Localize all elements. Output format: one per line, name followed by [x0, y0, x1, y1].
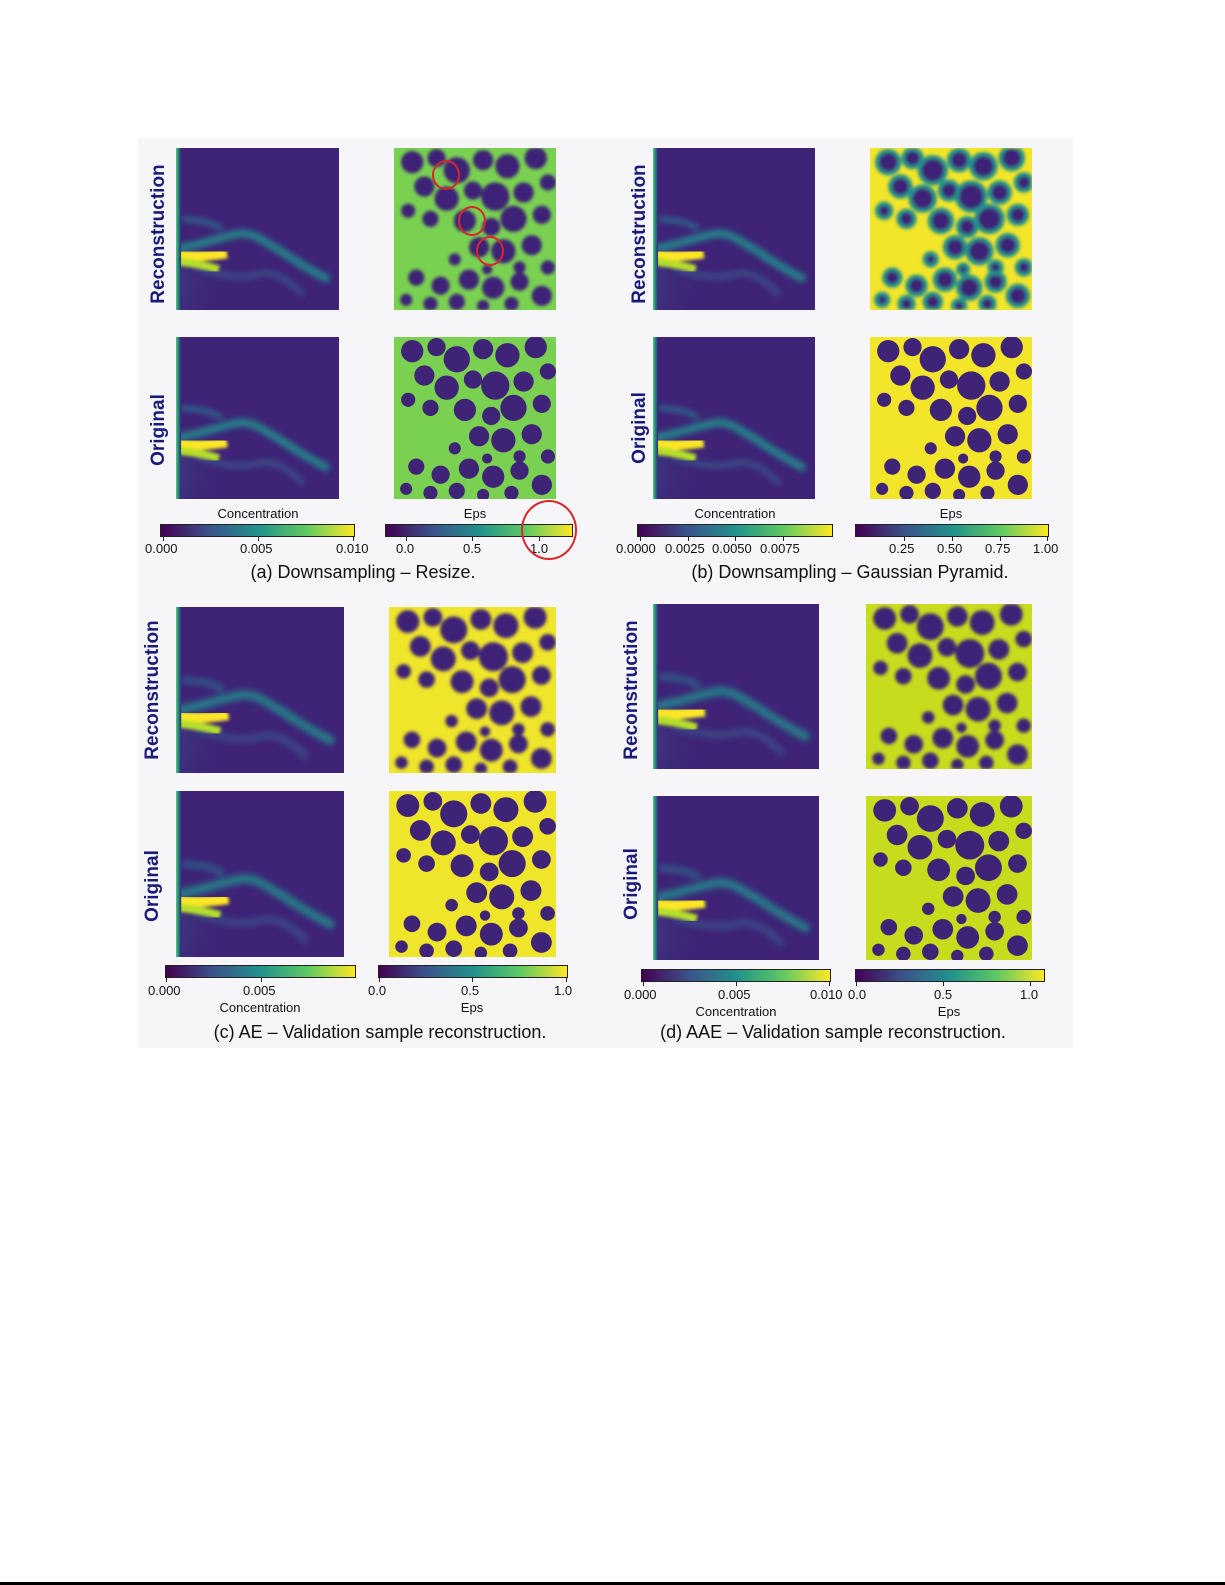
- tick-label: 0.0050: [712, 541, 752, 556]
- tick-label: 0.25: [889, 541, 915, 556]
- row-label-reconstruction-d: Reconstruction: [621, 620, 642, 760]
- tick-label: 0.0: [368, 983, 387, 998]
- row-label-original-a: Original: [148, 394, 169, 466]
- reconstruction-eps-d: [866, 604, 1032, 769]
- reconstruction-concentration-a: [176, 148, 339, 310]
- highlight-circle: [458, 206, 486, 236]
- colorbar-title-concentration-a: Concentration: [217, 506, 299, 521]
- tick-label: 1.0: [1020, 987, 1039, 1002]
- highlight-circle: [521, 500, 577, 560]
- original-concentration-c: [176, 791, 344, 957]
- colorbar-eps-b: [855, 524, 1049, 537]
- colorbar-concentration-b: [637, 524, 833, 537]
- row-label-reconstruction-a: Reconstruction: [148, 164, 169, 304]
- reconstruction-concentration-b: [653, 148, 815, 310]
- colorbar-concentration-a: [160, 524, 355, 537]
- tick-label: 0.000: [145, 541, 178, 556]
- page-bottom-rule: [0, 1582, 1225, 1585]
- tick-label: 0.5: [461, 983, 480, 998]
- caption-a: (a) Downsampling – Resize.: [250, 562, 476, 582]
- colorbar-concentration-c: [165, 965, 356, 978]
- tick-label: 1.0: [554, 983, 573, 998]
- original-concentration-a: [176, 337, 339, 499]
- reconstruction-eps-c: [389, 607, 556, 773]
- original-concentration-b: [653, 337, 815, 499]
- colorbar-title-eps-c: Eps: [460, 1000, 484, 1015]
- reconstruction-concentration-c: [176, 607, 344, 773]
- tick-label: 0.50: [937, 541, 963, 556]
- colorbar-title-concentration-b: Concentration: [694, 506, 776, 521]
- highlight-circle: [476, 236, 504, 266]
- tick-label: 0.75: [985, 541, 1011, 556]
- row-label-original-c: Original: [142, 850, 163, 922]
- original-eps-d: [866, 796, 1032, 960]
- reconstruction-eps-b: [870, 148, 1032, 310]
- caption-b: (b) Downsampling – Gaussian Pyramid.: [691, 562, 1009, 582]
- tick-label: 0.010: [810, 987, 843, 1002]
- colorbar-eps-d: [855, 969, 1045, 982]
- tick-label: 0.0025: [665, 541, 705, 556]
- tick-label: 0.000: [624, 987, 657, 1002]
- tick-label: 0.005: [240, 541, 273, 556]
- highlight-circle: [432, 160, 460, 190]
- tick-label: 1.00: [1033, 541, 1059, 556]
- colorbar-title-concentration-d: Concentration: [695, 1004, 777, 1019]
- tick-label: 0.0: [396, 541, 415, 556]
- row-label-reconstruction-b: Reconstruction: [629, 164, 650, 304]
- colorbar-title-eps-a: Eps: [463, 506, 487, 521]
- colorbar-title-eps-b: Eps: [939, 506, 963, 521]
- caption-c: (c) AE – Validation sample reconstructio…: [213, 1022, 547, 1042]
- tick-label: 0.010: [336, 541, 369, 556]
- row-label-original-b: Original: [629, 392, 650, 464]
- tick-label: 0.000: [148, 983, 181, 998]
- tick-label: 0.5: [463, 541, 482, 556]
- colorbar-concentration-d: [641, 969, 831, 982]
- original-eps-a: [394, 337, 556, 499]
- tick-label: 0.005: [243, 983, 276, 998]
- colorbar-title-eps-d: Eps: [937, 1004, 961, 1019]
- tick-label: 0.0000: [616, 541, 656, 556]
- tick-label: 0.005: [718, 987, 751, 1002]
- tick-label: 0.0: [848, 987, 867, 1002]
- colorbar-title-concentration-c: Concentration: [219, 1000, 301, 1015]
- colorbar-eps-c: [378, 965, 568, 978]
- row-label-original-d: Original: [621, 848, 642, 920]
- original-concentration-d: [653, 796, 819, 960]
- original-eps-b: [870, 337, 1032, 499]
- tick-label: 0.5: [934, 987, 953, 1002]
- reconstruction-concentration-d: [653, 604, 819, 769]
- caption-d: (d) AAE – Validation sample reconstructi…: [660, 1022, 1006, 1042]
- original-eps-c: [389, 791, 556, 957]
- row-label-reconstruction-c: Reconstruction: [142, 620, 163, 760]
- tick-label: 0.0075: [760, 541, 800, 556]
